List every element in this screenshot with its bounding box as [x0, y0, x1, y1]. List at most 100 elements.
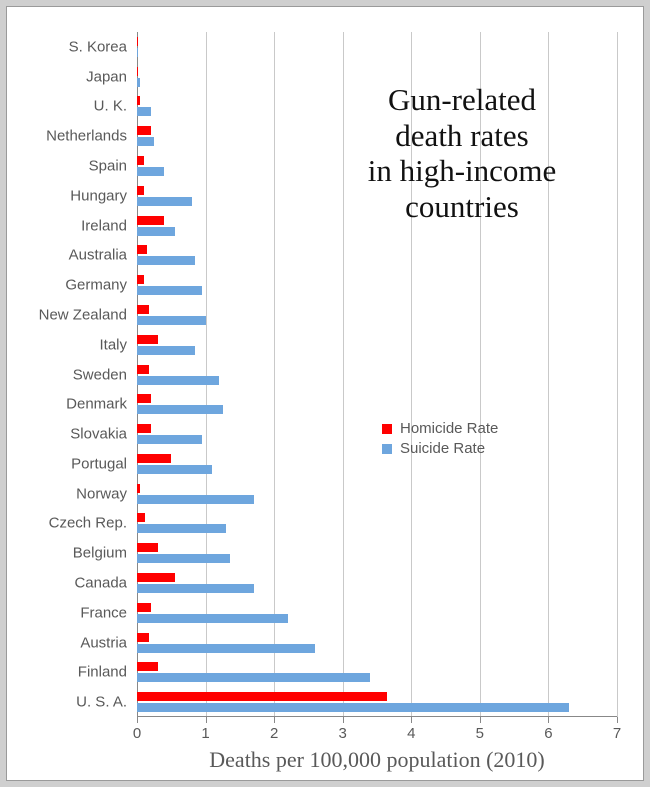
y-axis-label: Netherlands [46, 128, 127, 145]
bar-homicide [137, 573, 175, 582]
x-tick [274, 717, 275, 723]
x-tick-label: 1 [201, 725, 209, 742]
bar-homicide [137, 365, 149, 374]
x-tick-label: 7 [613, 725, 621, 742]
bar-homicide [137, 543, 158, 552]
x-tick [343, 717, 344, 723]
chart-title-line: in high-income [312, 153, 612, 189]
x-tick-label: 0 [133, 725, 141, 742]
y-axis-label: Hungary [70, 187, 127, 204]
bar-suicide [137, 137, 154, 146]
bar-suicide [137, 644, 315, 653]
y-axis-label: Finland [78, 664, 127, 681]
chart-title-line: countries [312, 189, 612, 225]
bar-suicide [137, 346, 195, 355]
chart-title-line: Gun-related [312, 82, 612, 118]
bar-suicide [137, 703, 569, 712]
y-axis-label: Spain [89, 158, 127, 175]
bar-homicide [137, 275, 144, 284]
bar-suicide [137, 256, 195, 265]
bar-suicide [137, 286, 202, 295]
bar-suicide [137, 316, 206, 325]
bar-suicide [137, 107, 151, 116]
bar-homicide [137, 603, 151, 612]
y-axis-label: Slovakia [70, 426, 127, 443]
bar-suicide [137, 465, 212, 474]
legend-item: Suicide Rate [382, 440, 498, 457]
x-tick [206, 717, 207, 723]
bar-homicide [137, 37, 138, 46]
x-tick-label: 3 [339, 725, 347, 742]
bar-homicide [137, 126, 151, 135]
x-tick-label: 6 [544, 725, 552, 742]
bar-homicide [137, 216, 164, 225]
chart-panel: S. Korea Japan U. K. Netherlands Spain Hungar… [6, 6, 644, 781]
y-axis-label: Norway [76, 485, 127, 502]
bar-suicide [137, 614, 288, 623]
bar-homicide [137, 186, 144, 195]
chart-title: Gun-relateddeath ratesin high-incomecoun… [312, 82, 612, 225]
bar-homicide [137, 484, 140, 493]
y-axis-label: Austria [80, 634, 127, 651]
bar-suicide [137, 524, 226, 533]
bar-homicide [137, 67, 138, 76]
bar-homicide [137, 156, 144, 165]
y-axis-label: New Zealand [39, 306, 127, 323]
x-tick [548, 717, 549, 723]
y-axis-label: Canada [74, 574, 127, 591]
bar-homicide [137, 633, 149, 642]
y-axis-label: Australia [69, 247, 127, 264]
bar-suicide [137, 167, 164, 176]
bar-suicide [137, 227, 175, 236]
bar-homicide [137, 305, 149, 314]
bar-suicide [137, 673, 370, 682]
y-axis-label: S. Korea [69, 38, 127, 55]
y-axis-label: Czech Rep. [49, 515, 127, 532]
legend-item: Homicide Rate [382, 420, 498, 437]
x-tick [411, 717, 412, 723]
x-axis-title: Deaths per 100,000 population (2010) [209, 747, 544, 773]
y-axis-label: U. S. A. [76, 694, 127, 711]
bar-homicide [137, 245, 147, 254]
bar-suicide [137, 376, 219, 385]
x-tick-label: 5 [476, 725, 484, 742]
bar-suicide [137, 554, 230, 563]
y-axis-label: Denmark [66, 396, 127, 413]
legend-swatch [382, 424, 392, 434]
bar-homicide [137, 335, 158, 344]
x-tick-label: 4 [407, 725, 415, 742]
y-axis-label: Belgium [73, 545, 127, 562]
y-axis-labels: S. Korea Japan U. K. Netherlands Spain Hungar… [7, 32, 127, 717]
legend-label: Suicide Rate [400, 440, 485, 457]
bar-suicide [137, 435, 202, 444]
x-tick-label: 2 [270, 725, 278, 742]
bar-homicide [137, 513, 145, 522]
y-axis-label: France [80, 604, 127, 621]
bar-homicide [137, 454, 171, 463]
y-axis-label: Japan [86, 68, 127, 85]
bar-suicide [137, 584, 254, 593]
bar-homicide [137, 662, 158, 671]
bar-homicide [137, 424, 151, 433]
chart: S. Korea Japan U. K. Netherlands Spain Hungar… [7, 7, 643, 780]
legend-label: Homicide Rate [400, 420, 498, 437]
bar-suicide [137, 48, 138, 57]
bar-suicide [137, 405, 223, 414]
y-axis-label: Ireland [81, 217, 127, 234]
y-axis-label: Italy [99, 336, 127, 353]
bar-suicide [137, 495, 254, 504]
bar-homicide [137, 96, 140, 105]
legend-swatch [382, 444, 392, 454]
y-axis-label: U. K. [94, 98, 127, 115]
x-tick [137, 717, 138, 723]
legend: Homicide Rate Suicide Rate [382, 417, 498, 460]
gridline [617, 32, 618, 717]
bar-homicide [137, 394, 151, 403]
chart-title-line: death rates [312, 118, 612, 154]
y-axis-label: Portugal [71, 455, 127, 472]
x-axis-line [137, 716, 617, 717]
bar-suicide [137, 78, 140, 87]
x-tick [617, 717, 618, 723]
y-axis-label: Germany [65, 277, 127, 294]
x-tick [480, 717, 481, 723]
